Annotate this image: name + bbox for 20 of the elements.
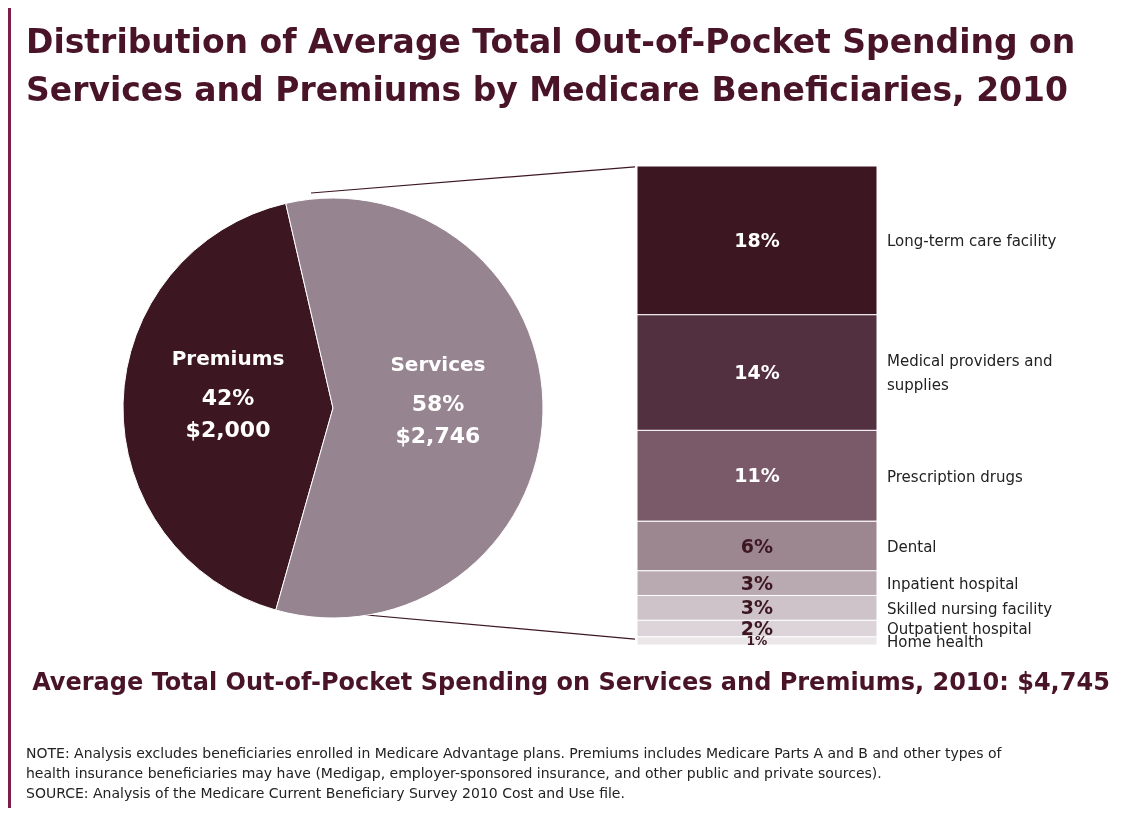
data-label: 42% $2,000 — [185, 385, 271, 443]
data-label: 3% — [740, 596, 774, 619]
text: Average Total Out-of-Pocket Spending on Services and Premiums, 2010: $4,745 — [31, 668, 1111, 696]
data-label: 18% — [734, 228, 780, 251]
slice-label: Services — [390, 351, 486, 376]
source-note: SOURCE: Analysis of the Medicare Current Beneficiary Survey 2010 Cost and Use file. — [26, 784, 626, 803]
series-label: Dental — [887, 537, 937, 556]
series-label: Inpatient hospital — [887, 575, 1019, 594]
text: NOTE: Analysis excludes beneficiaries enrolled in Medicare Advantage plans. Premiums includes Medicare Parts A and B and other types of health insurance beneficiaries may have (Medigap, employer-sponsored insurance, and other public and private sources). — [26, 744, 1003, 783]
slice-label: Premiums — [171, 346, 285, 371]
data-label: 6% — [740, 534, 774, 557]
data-label: 58% $2,746 — [395, 390, 481, 448]
chart-title: Distribution of Average Total Out-of-Pocket Spending on Services and Premiums by Medicare Beneficiaries, 2010 — [26, 21, 1077, 111]
series-label: Long-term care facility — [887, 232, 1057, 251]
data-label: 14% — [734, 361, 780, 384]
series-label: Medical providers and supplies — [887, 352, 1053, 395]
data-label: 3% — [740, 571, 774, 594]
data-label: 11% — [734, 464, 780, 487]
series-label: Prescription drugs — [887, 467, 1023, 486]
series-label: Skilled nursing facility — [887, 599, 1053, 618]
